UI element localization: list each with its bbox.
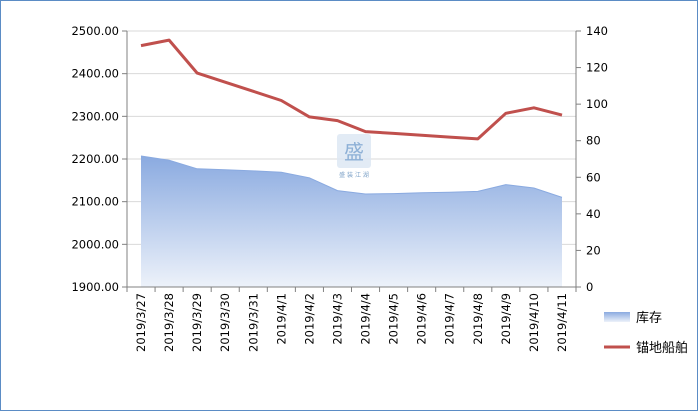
left-tick-label: 2300.00 <box>71 109 119 123</box>
x-tick-label: 2019/3/27 <box>134 293 148 352</box>
legend-swatch-inventory <box>604 312 630 322</box>
legend: 库存 锚地船舶 <box>604 310 688 356</box>
x-tick-label: 2019/4/9 <box>499 293 513 345</box>
watermark-logo: 盛 盛 装 江 湖 <box>337 134 371 179</box>
left-axis-ticks: 1900.00 2000.00 2100.00 2200.00 2300.00 2400.… <box>71 24 127 294</box>
right-tick-label: 100 <box>586 97 608 111</box>
right-tick-label: 0 <box>586 280 593 294</box>
legend-label-inventory: 库存 <box>636 310 662 326</box>
x-tick-label: 2019/3/30 <box>218 293 232 352</box>
x-tick-label: 2019/3/29 <box>190 293 204 352</box>
series-line-anchored-ships <box>140 38 563 141</box>
right-tick-label: 120 <box>586 61 608 75</box>
right-tick-label: 60 <box>586 170 601 184</box>
left-tick-label: 2500.00 <box>71 24 119 38</box>
x-tick-label: 2019/4/10 <box>527 293 541 352</box>
x-tick-label: 2019/4/5 <box>387 293 401 345</box>
right-tick-label: 20 <box>586 243 601 257</box>
watermark-text: 盛 装 江 湖 <box>339 171 369 179</box>
x-tick-label: 2019/4/4 <box>359 293 373 345</box>
left-tick-label: 2400.00 <box>71 67 119 81</box>
left-tick-label: 1900.00 <box>71 280 119 294</box>
x-tick-label: 2019/4/1 <box>274 293 288 345</box>
right-tick-label: 140 <box>586 24 608 38</box>
right-tick-label: 40 <box>586 207 601 221</box>
x-tick-label: 2019/3/31 <box>246 293 260 352</box>
x-tick-label: 2019/4/7 <box>443 293 457 345</box>
left-tick-label: 2100.00 <box>71 195 119 209</box>
svg-text:盛: 盛 <box>344 140 364 164</box>
x-tick-label: 2019/4/2 <box>302 293 316 345</box>
x-tick-label: 2019/4/11 <box>555 293 569 352</box>
series-area-inventory <box>141 156 562 287</box>
x-tick-label: 2019/4/3 <box>330 293 344 345</box>
x-tick-label: 2019/3/28 <box>162 293 176 352</box>
right-tick-label: 80 <box>586 134 601 148</box>
series-area-inventory-edge <box>140 155 563 198</box>
x-tick-label: 2019/4/8 <box>471 293 485 345</box>
legend-label-anchored-ships: 锚地船舶 <box>636 340 688 356</box>
left-tick-label: 2200.00 <box>71 152 119 166</box>
left-tick-label: 2000.00 <box>71 237 119 251</box>
x-axis-ticks: 2019/3/27 2019/3/28 2019/3/29 2019/3/30 2019… <box>126 287 577 352</box>
x-tick-label: 2019/4/6 <box>415 293 429 345</box>
right-axis-ticks: 0 20 40 60 80 100 120 140 <box>576 24 608 294</box>
